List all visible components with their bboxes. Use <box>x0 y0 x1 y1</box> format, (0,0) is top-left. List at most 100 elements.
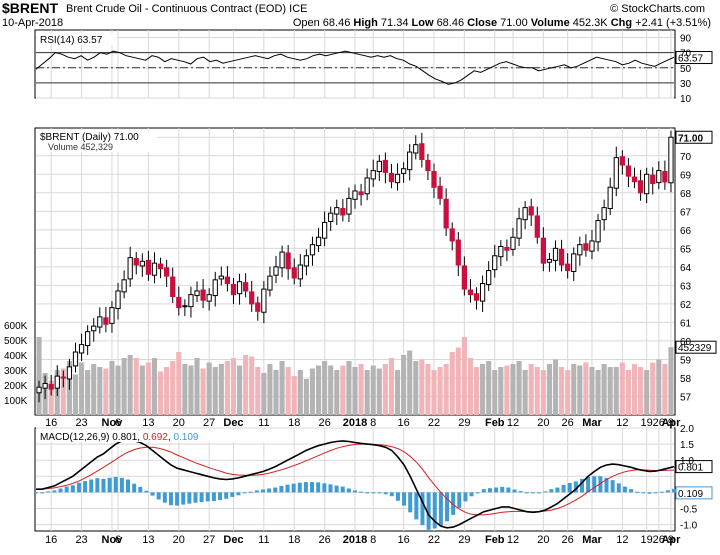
candle-body <box>115 290 121 310</box>
candle-body <box>279 251 285 269</box>
price-tick-label: 67 <box>680 207 692 218</box>
candle-body <box>479 283 486 302</box>
candle-body <box>492 255 498 271</box>
histogram-bar <box>371 492 376 494</box>
price-tick-label: 65 <box>680 244 692 255</box>
volume-bar <box>60 368 66 415</box>
candle-body <box>200 289 206 301</box>
histogram-bar <box>279 485 284 493</box>
volume-bar <box>601 364 607 415</box>
volume-bar <box>613 367 619 415</box>
volume-bar <box>170 361 176 415</box>
volume-bar <box>625 370 631 415</box>
price-tick-label: 60 <box>680 337 692 348</box>
x-tick-label: 16 <box>45 417 57 429</box>
candle-body <box>243 282 249 292</box>
volume-bar <box>212 367 218 415</box>
volume-bar <box>346 361 352 415</box>
candle-body <box>534 215 540 238</box>
volume-bar <box>164 367 170 415</box>
histogram-bar <box>549 489 554 493</box>
volume-bar <box>182 364 188 415</box>
volume-bar <box>650 362 656 415</box>
histogram-bar <box>408 492 413 513</box>
volume-bar <box>376 368 382 415</box>
macd-title: MACD(12,26,9) 0.801, 0.692, 0.109 <box>40 432 199 443</box>
volume-bar <box>656 359 662 415</box>
volume-bar <box>619 362 625 415</box>
histogram-bar <box>64 486 69 493</box>
candle-body <box>577 244 583 256</box>
volume-bar <box>139 365 145 415</box>
x-tick-label: 18 <box>288 417 300 429</box>
histogram-bar <box>586 476 591 493</box>
candle-body <box>121 279 127 293</box>
histogram-bar <box>126 479 131 493</box>
x-tick-label: 20 <box>173 417 185 429</box>
volume-bar <box>243 355 249 415</box>
candle-body <box>78 344 85 354</box>
volume-bar <box>273 370 279 415</box>
histogram-bar <box>659 491 664 493</box>
x-tick-label: 9 <box>668 417 674 429</box>
histogram-bar <box>101 478 106 493</box>
volume-bar <box>291 376 297 415</box>
candle-body <box>656 170 662 184</box>
histogram-bar <box>107 477 112 493</box>
volume-bar <box>437 367 443 415</box>
x-tick-label: 23 <box>75 534 87 546</box>
histogram-bar <box>193 492 198 503</box>
x-tick-label: 13 <box>142 417 154 429</box>
volume-bar <box>534 367 540 415</box>
histogram-bar <box>248 491 253 493</box>
volume-bar <box>401 355 407 415</box>
candle-body <box>54 375 60 389</box>
x-tick-label: 16 <box>45 534 57 546</box>
candle-body <box>382 159 389 173</box>
macd-tick-label: 1.0 <box>680 456 694 467</box>
histogram-bar <box>395 492 400 501</box>
ohlc-summary: Open 68.46 High 71.34 Low 68.46 Close 71… <box>293 17 711 29</box>
x-tick-label: 9 <box>668 534 674 546</box>
candle-body <box>91 325 97 332</box>
volume-bar <box>261 373 267 415</box>
volume-bar <box>36 337 42 415</box>
candle-body <box>565 263 571 272</box>
histogram-bar <box>665 490 670 493</box>
candle-body <box>85 331 91 347</box>
volume-bar <box>522 370 528 415</box>
histogram-bar <box>426 492 431 530</box>
histogram-bar <box>377 492 382 494</box>
histogram-bar <box>537 492 542 494</box>
candle-body <box>176 296 182 309</box>
candle-body <box>589 240 595 252</box>
volume-tick-label: 400K <box>4 351 28 362</box>
candle-body <box>619 156 625 166</box>
rsi-tick-label: 70 <box>680 49 692 60</box>
x-tick-label: 12 <box>507 417 519 429</box>
histogram-bar <box>598 476 603 493</box>
x-tick-label: 26 <box>562 417 574 429</box>
histogram-bar <box>561 484 566 493</box>
histogram-bar <box>52 490 57 493</box>
histogram-bar <box>236 492 241 496</box>
x-tick-label: 26 <box>653 417 665 429</box>
histogram-bar <box>291 483 296 493</box>
histogram-bar <box>334 485 339 493</box>
histogram-bar <box>168 492 173 506</box>
candle-body <box>571 253 577 273</box>
x-tick-label: Nov <box>102 417 124 429</box>
histogram-bar <box>175 492 180 506</box>
volume-bar <box>644 370 650 415</box>
macd-tick-label: 2.0 <box>680 424 694 435</box>
x-tick-label: 8 <box>370 534 376 546</box>
x-tick-label: 23 <box>75 417 87 429</box>
histogram-bar <box>346 488 351 493</box>
chart-date: 10-Apr-2018 <box>2 17 63 29</box>
x-tick-label: 13 <box>142 534 154 546</box>
histogram-bar <box>138 486 143 493</box>
histogram-bar <box>113 476 118 493</box>
x-tick-label: 20 <box>173 534 185 546</box>
volume-bar <box>546 364 552 415</box>
